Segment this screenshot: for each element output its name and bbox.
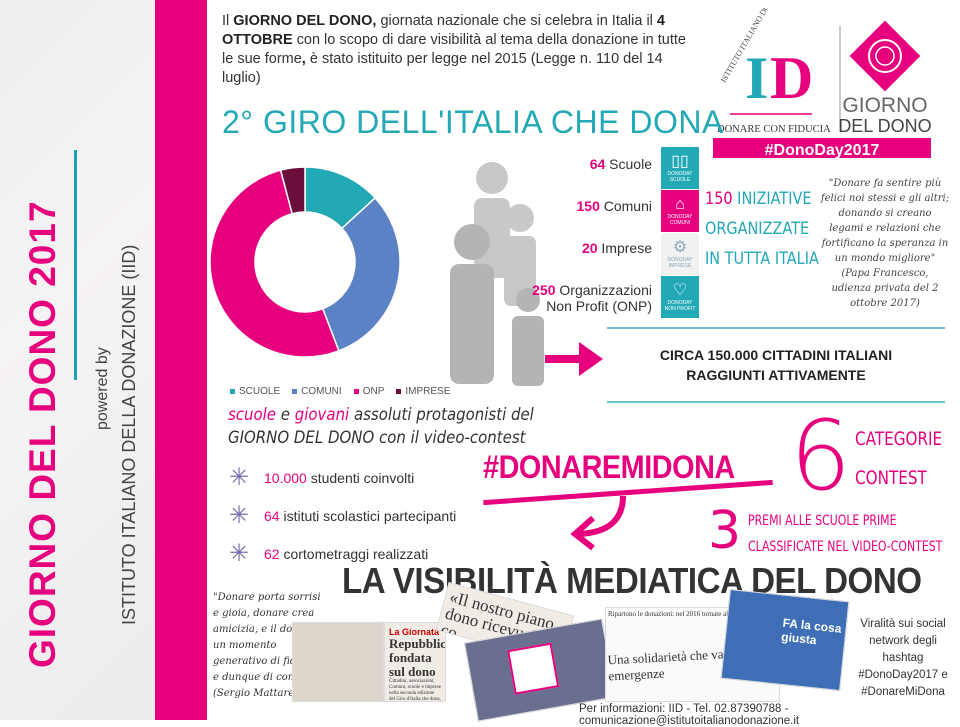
divider [607,327,945,329]
press-photo [292,622,384,702]
stat-non-profit: 250 Organizzazioni Non Profit (ONP) [532,282,652,314]
prizes-label: PREMI ALLE SCUOLE PRIME CLASSIFICATE NEL … [748,513,943,555]
donut-chart [209,166,401,358]
categories-label: CATEGORIE CONTEST [855,428,943,489]
building-icon: ⌂ [675,196,685,213]
pink-band [155,0,207,720]
iniziative-text: 150 INIZIATIVE ORGANIZZATE IN TUTTA ITALIA [705,189,819,269]
arrow-right-icon [545,342,603,376]
book-icon: ▯▯ [671,153,689,170]
viral-text: Viralità sui social network degli hashta… [858,618,948,698]
giro-title: 2° GIRO DELL'ITALIA CHE DONA [222,104,724,140]
asterisk-icon: ✳ [228,540,250,567]
logo: ISTITUTO ITALIANO DONAZIONE I D DONARE C… [705,0,950,160]
tile-non-profit: ♡ DONODAY NON PROFIT [661,276,699,318]
stat-scuole: 64 Scuole [589,156,652,172]
tile-comuni: ⌂ DONODAY COMUNI [661,190,699,232]
cittadini-text: CIRCA 150.000 CITTADINI ITALIANI RAGGIUNT… [659,347,893,383]
svg-text:GIORNO: GIORNO [842,94,927,117]
svg-text:#DonoDay2017: #DonoDay2017 [765,142,880,158]
bullet-item: ✳ 64 istituti scolastici partecipanti [228,502,457,529]
prizes-count: 3 [708,501,742,561]
divider [607,401,945,403]
sidebar-title: GIORNO DEL DONO 2017 [22,200,63,668]
intro-text: Il GIORNO DEL DONO, giornata nazionale c… [222,13,686,86]
heart-icon: ♡ [672,282,688,299]
tv-screenshot: FA la cosa giusta [720,588,850,692]
asterisk-icon: ✳ [228,464,250,491]
asterisk-icon: ✳ [228,502,250,529]
bullet-item: ✳ 62 cortometraggi realizzati [228,540,429,567]
legend-item-scuole: SCUOLE [230,386,280,397]
powered-by: powered by [94,347,111,430]
mattarella-quote: "Donare porta sorrisi e gioia, donare cr… [213,592,328,699]
legend-item-onp: ONP [353,386,384,397]
donut-slice-imprese [279,166,306,215]
donut-slice-comuni [321,196,401,352]
footer-contact: Per informazioni: IID - Tel. 02.87390788… [579,703,800,727]
bullet-item: ✳ 10.000 studenti coinvolti [228,464,415,491]
gears-icon: ⚙ [672,239,688,256]
logo-i: I [745,45,768,111]
donut-slice-onp [209,169,340,358]
tile-imprese: ⚙ DONODAY IMPRESE [661,233,699,275]
scuole-giovani-text: scuole e giovani assoluti protagonisti d… [228,405,534,448]
media-title: LA VISIBILITÀ MEDIATICA DEL DONO [342,560,922,601]
legend-item-comuni: COMUNI [292,386,342,397]
logo-d: D [770,45,813,111]
stat-imprese: 20 Imprese [581,240,652,256]
legend-item-imprese: IMPRESE [396,386,450,397]
chart-legend: SCUOLE COMUNI ONP IMPRESE [230,386,450,397]
pope-quote: "Donare fa sentire più felici noi stessi… [820,178,950,309]
press-clipping: La GiornataRepubblica fondata sul donoCi… [384,622,446,702]
tile-scuole: ▯▯ DONODAY SCUOLE [661,147,699,189]
svg-text:DONARE CON FIDUCIA: DONARE CON FIDUCIA [717,124,831,135]
sidebar-divider [74,150,77,380]
people-icon [450,162,544,386]
stat-comuni: 150 Comuni [576,198,653,214]
sidebar-background [0,0,155,720]
categories-count: 6 [790,400,852,512]
curved-arrow-icon [570,495,626,551]
institute-name: ISTITUTO ITALIANO DELLA DONAZIONE (IID) [119,244,139,625]
svg-text:DEL DONO: DEL DONO [838,116,931,136]
contest-hashtag: #DONAREMIDONA [483,449,735,485]
